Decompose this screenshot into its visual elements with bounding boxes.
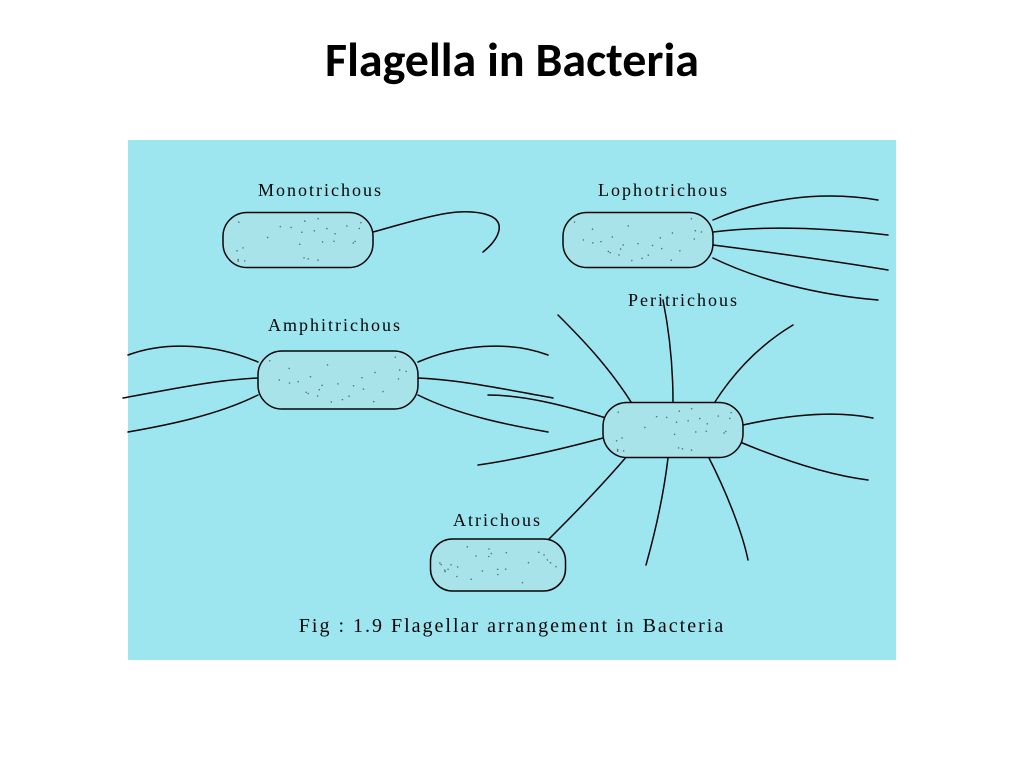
page-title: Flagella in Bacteria bbox=[0, 30, 1024, 89]
cell-atrichous bbox=[128, 140, 896, 660]
diagram-panel: Monotrichous Lophotrichous Amphitrichous… bbox=[128, 140, 896, 660]
figure-caption: Fig : 1.9 Flagellar arrangement in Bacte… bbox=[128, 615, 896, 638]
